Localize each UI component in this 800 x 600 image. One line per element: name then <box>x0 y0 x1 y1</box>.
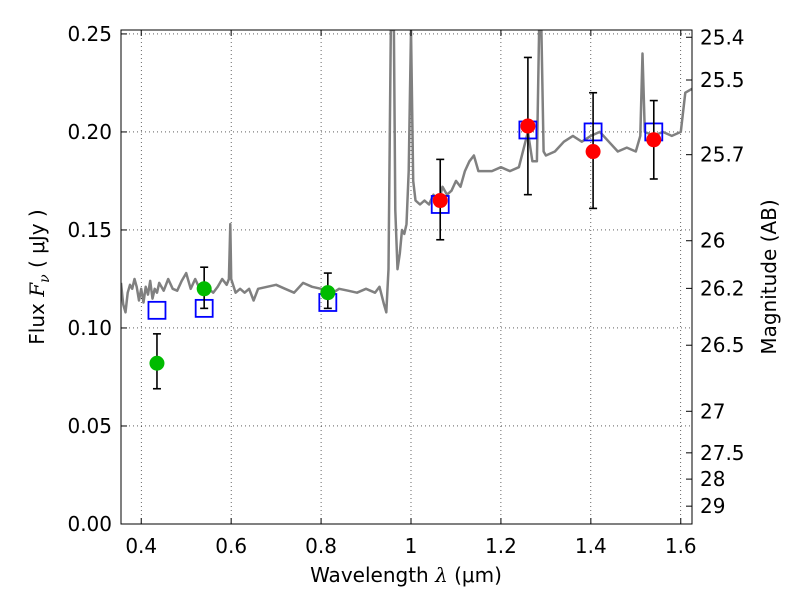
x-axis-label: Wavelength λ (μm) <box>310 563 502 587</box>
observed-point <box>432 193 448 209</box>
right-tick-label: 25.4 <box>700 25 745 49</box>
observed-point <box>585 144 601 160</box>
model-squares <box>147 120 664 320</box>
observed-point <box>196 281 212 297</box>
y-tick-label: 0.15 <box>67 218 112 242</box>
x-tick-label: 1.6 <box>665 534 697 558</box>
right-axis-label: Magnitude (AB) <box>757 199 781 354</box>
right-tick-label: 26 <box>700 229 725 253</box>
observed-point <box>149 355 165 371</box>
ticks: 0.4 0.6 0.8 1 1.2 1.4 1.6 0.00 0.05 0.10 0.15 0.20 0… <box>67 22 744 558</box>
spectrum-layer <box>121 30 692 314</box>
x-tick-label: 1 <box>405 534 418 558</box>
x-tick-label: 0.8 <box>305 534 337 558</box>
observed-point <box>646 132 662 148</box>
right-tick-label: 27 <box>700 399 725 423</box>
right-tick-label: 27.5 <box>700 441 745 465</box>
y-axis-label: Flux Fν ( μJy ) <box>25 209 53 344</box>
model-square <box>147 300 167 320</box>
y-tick-label: 0.25 <box>67 22 112 46</box>
x-tick-label: 0.4 <box>125 534 157 558</box>
grid <box>121 30 692 525</box>
right-tick-label: 26.2 <box>700 276 745 300</box>
right-tick-label: 25.5 <box>700 68 745 92</box>
y-tick-label: 0.00 <box>67 512 112 536</box>
y-tick-label: 0.20 <box>67 120 112 144</box>
observed-point <box>320 285 336 301</box>
x-tick-label: 1.4 <box>575 534 607 558</box>
y-tick-label: 0.05 <box>67 414 112 438</box>
spectrum-line <box>121 30 692 314</box>
right-tick-label: 28 <box>700 467 725 491</box>
plot-frame <box>120 29 693 525</box>
observed-points <box>149 118 662 371</box>
right-tick-label: 25.7 <box>700 143 745 167</box>
right-tick-label: 26.5 <box>700 333 745 357</box>
x-tick-label: 1.2 <box>485 534 517 558</box>
y-tick-label: 0.10 <box>67 316 112 340</box>
x-tick-label: 0.6 <box>215 534 247 558</box>
right-tick-label: 29 <box>700 494 725 518</box>
observed-point <box>520 118 536 134</box>
